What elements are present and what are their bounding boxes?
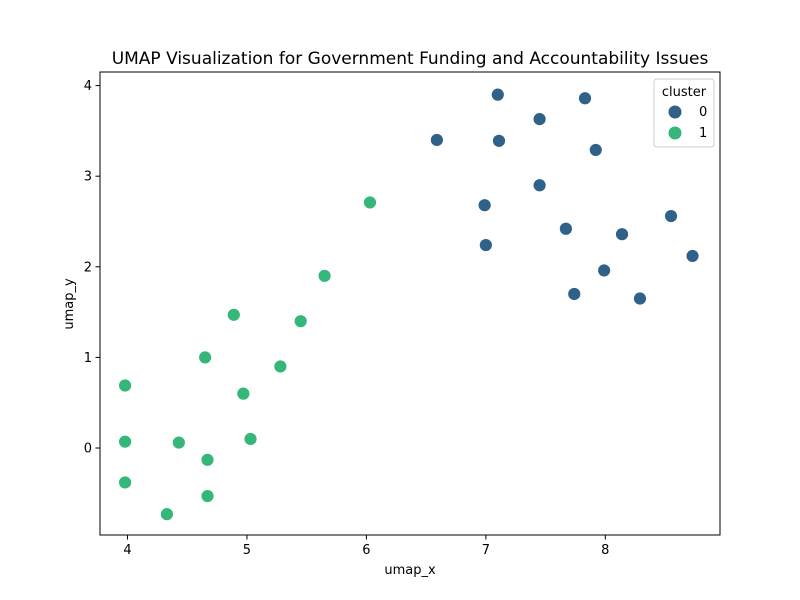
point-cluster-1-5 bbox=[273, 359, 288, 374]
y-axis-label: umap_y bbox=[62, 278, 77, 330]
x-tick-label-4: 4 bbox=[123, 543, 131, 558]
legend-title: cluster bbox=[662, 85, 707, 100]
legend-box bbox=[653, 78, 715, 148]
legend-label-cluster-1: 1 bbox=[699, 126, 707, 141]
point-cluster-1-11 bbox=[200, 452, 215, 467]
chart-title: UMAP Visualization for Government Fundin… bbox=[112, 49, 709, 69]
point-cluster-0-4 bbox=[492, 133, 506, 148]
x-axis-label: umap_x bbox=[384, 563, 436, 578]
point-cluster-1-12 bbox=[118, 475, 132, 490]
point-cluster-1-4 bbox=[198, 350, 213, 365]
point-cluster-0-3 bbox=[429, 133, 444, 147]
point-cluster-1-14 bbox=[159, 507, 174, 522]
point-cluster-1-2 bbox=[226, 307, 241, 322]
point-cluster-0-9 bbox=[559, 221, 573, 236]
plot-frame bbox=[99, 71, 721, 536]
point-cluster-1-7 bbox=[236, 386, 251, 401]
legend-label-cluster-0: 0 bbox=[699, 105, 707, 120]
point-cluster-1-8 bbox=[243, 432, 258, 446]
point-cluster-1-9 bbox=[118, 434, 132, 449]
point-cluster-0-0 bbox=[490, 87, 505, 102]
point-cluster-1-13 bbox=[200, 489, 215, 503]
x-tick-label-6: 6 bbox=[362, 543, 370, 558]
point-cluster-0-13 bbox=[597, 263, 612, 278]
y-axis: 0 1 2 3 4 bbox=[84, 79, 100, 457]
legend: cluster 0 1 bbox=[653, 78, 715, 148]
point-cluster-0-7 bbox=[477, 198, 492, 213]
y-tick-label-4: 4 bbox=[84, 79, 92, 94]
point-cluster-1-6 bbox=[118, 378, 132, 393]
point-cluster-0-5 bbox=[588, 143, 603, 157]
y-tick-label-3: 3 bbox=[84, 170, 92, 185]
legend-marker-cluster-1 bbox=[668, 126, 682, 140]
point-cluster-0-6 bbox=[532, 178, 547, 193]
points-layer bbox=[118, 87, 700, 522]
x-tick-label-7: 7 bbox=[482, 543, 490, 558]
y-tick-label-0: 0 bbox=[84, 442, 92, 457]
x-axis: 4 5 6 7 8 bbox=[123, 535, 609, 558]
point-cluster-1-3 bbox=[293, 314, 308, 329]
x-tick-label-5: 5 bbox=[243, 543, 251, 558]
point-cluster-0-2 bbox=[532, 112, 547, 127]
point-cluster-1-0 bbox=[363, 195, 377, 210]
y-tick-label-2: 2 bbox=[84, 260, 92, 275]
legend-marker-cluster-0 bbox=[668, 105, 682, 119]
point-cluster-0-15 bbox=[633, 291, 647, 306]
point-cluster-0-12 bbox=[685, 249, 700, 263]
point-cluster-0-10 bbox=[615, 227, 629, 242]
point-cluster-0-8 bbox=[664, 209, 678, 223]
x-tick-label-8: 8 bbox=[601, 543, 609, 558]
point-cluster-0-1 bbox=[578, 91, 592, 106]
point-cluster-1-10 bbox=[171, 435, 186, 450]
y-tick-label-1: 1 bbox=[84, 351, 92, 366]
point-cluster-1-1 bbox=[317, 268, 332, 283]
point-cluster-0-11 bbox=[478, 238, 493, 252]
point-cluster-0-14 bbox=[567, 287, 582, 301]
